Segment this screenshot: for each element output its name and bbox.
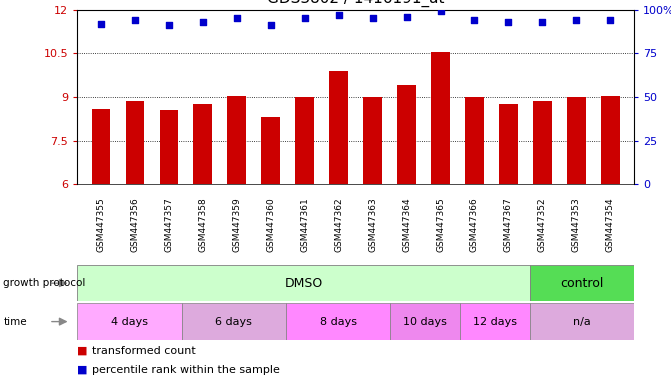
Text: control: control bbox=[560, 277, 604, 290]
Text: GSM447357: GSM447357 bbox=[164, 197, 173, 252]
Text: growth protocol: growth protocol bbox=[3, 278, 86, 288]
Bar bbox=[533, 101, 552, 184]
Bar bbox=[391, 303, 460, 340]
Text: GSM447359: GSM447359 bbox=[232, 197, 242, 252]
Bar bbox=[499, 104, 518, 184]
Text: 6 days: 6 days bbox=[215, 316, 252, 327]
Point bbox=[265, 22, 276, 28]
Bar bbox=[529, 303, 634, 340]
Point bbox=[571, 17, 582, 23]
Text: GSM447362: GSM447362 bbox=[334, 197, 343, 252]
Text: percentile rank within the sample: percentile rank within the sample bbox=[92, 365, 280, 375]
Text: GSM447364: GSM447364 bbox=[402, 197, 411, 252]
Bar bbox=[567, 97, 586, 184]
Text: ■: ■ bbox=[77, 365, 91, 375]
Point bbox=[469, 17, 480, 23]
Text: GSM447354: GSM447354 bbox=[606, 197, 615, 252]
Bar bbox=[286, 303, 391, 340]
Bar bbox=[431, 52, 450, 184]
Text: GSM447366: GSM447366 bbox=[470, 197, 479, 252]
Point bbox=[333, 12, 344, 18]
Text: 10 days: 10 days bbox=[403, 316, 447, 327]
Bar bbox=[295, 97, 314, 184]
Text: ■: ■ bbox=[77, 346, 91, 356]
Text: GSM447367: GSM447367 bbox=[504, 197, 513, 252]
Text: GSM447360: GSM447360 bbox=[266, 197, 275, 252]
Text: GSM447365: GSM447365 bbox=[436, 197, 445, 252]
Bar bbox=[77, 265, 529, 301]
Point bbox=[401, 13, 412, 20]
Point bbox=[605, 17, 616, 23]
Text: DMSO: DMSO bbox=[285, 277, 323, 290]
Text: 4 days: 4 days bbox=[111, 316, 148, 327]
Text: GSM447353: GSM447353 bbox=[572, 197, 581, 252]
Bar bbox=[160, 110, 178, 184]
Point bbox=[164, 22, 174, 28]
Text: GSM447361: GSM447361 bbox=[300, 197, 309, 252]
Text: n/a: n/a bbox=[573, 316, 590, 327]
Bar bbox=[227, 96, 246, 184]
Point bbox=[95, 20, 106, 26]
Text: 8 days: 8 days bbox=[319, 316, 357, 327]
Title: GDS3802 / 1416191_at: GDS3802 / 1416191_at bbox=[267, 0, 444, 7]
Text: GSM447363: GSM447363 bbox=[368, 197, 377, 252]
Text: time: time bbox=[3, 316, 27, 327]
Point bbox=[503, 19, 514, 25]
Text: transformed count: transformed count bbox=[92, 346, 196, 356]
Text: GSM447352: GSM447352 bbox=[538, 197, 547, 252]
Bar bbox=[601, 96, 619, 184]
Text: GSM447356: GSM447356 bbox=[130, 197, 140, 252]
Bar bbox=[465, 97, 484, 184]
Bar bbox=[77, 303, 182, 340]
Bar bbox=[182, 303, 286, 340]
Point bbox=[435, 8, 446, 15]
Point bbox=[367, 15, 378, 22]
Text: 12 days: 12 days bbox=[473, 316, 517, 327]
Bar bbox=[460, 303, 529, 340]
Point bbox=[231, 15, 242, 22]
Bar bbox=[125, 101, 144, 184]
Bar bbox=[193, 104, 212, 184]
Bar bbox=[397, 85, 416, 184]
Point bbox=[197, 19, 208, 25]
Bar bbox=[529, 265, 634, 301]
Text: GSM447355: GSM447355 bbox=[97, 197, 105, 252]
Point bbox=[299, 15, 310, 22]
Bar bbox=[92, 109, 110, 184]
Text: GSM447358: GSM447358 bbox=[199, 197, 207, 252]
Bar bbox=[329, 71, 348, 184]
Point bbox=[130, 17, 140, 23]
Point bbox=[537, 19, 548, 25]
Bar bbox=[262, 118, 280, 184]
Bar bbox=[363, 97, 382, 184]
